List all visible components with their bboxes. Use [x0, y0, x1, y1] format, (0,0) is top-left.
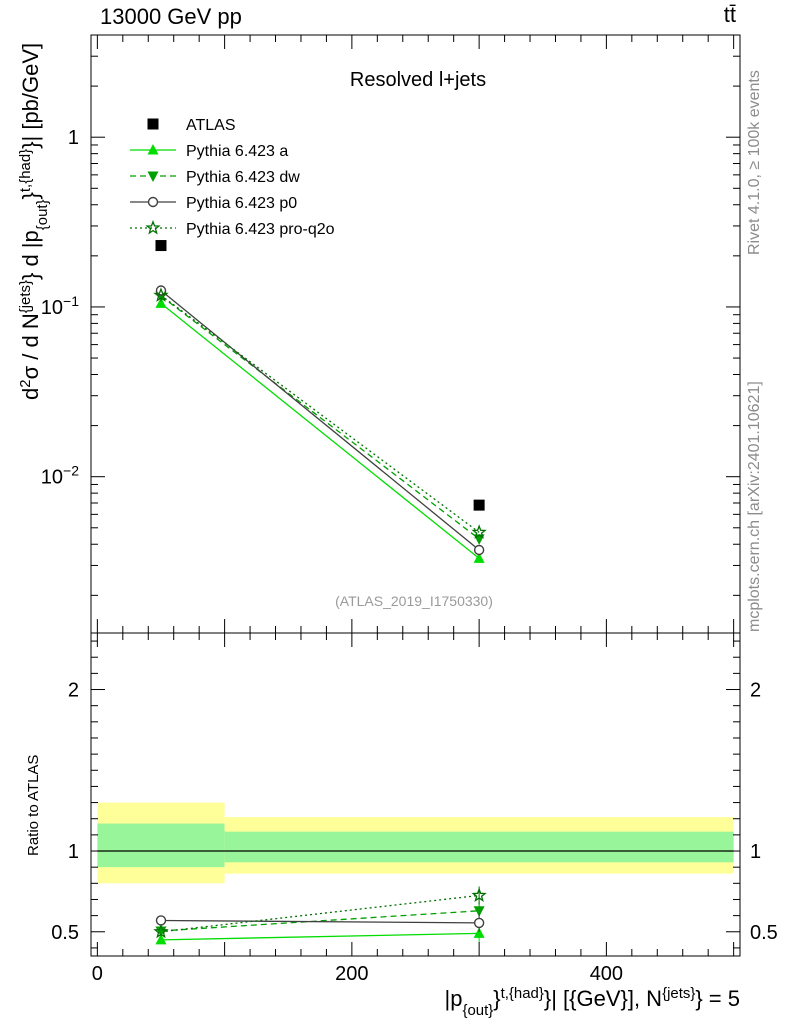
- main-ytick-label-1: 10−1: [41, 293, 79, 319]
- ratio-y-axis-label: Ratio to ATLAS: [25, 755, 42, 856]
- ratio-ytick-label-right-2: 2: [750, 680, 761, 702]
- main-point-4-1: [471, 524, 487, 539]
- ratio-line-1: [160, 910, 480, 932]
- main-series-lines: [160, 289, 480, 559]
- ratio-line-0: [160, 932, 480, 941]
- ratio-y-axis-label-text: Ratio to ATLAS: [25, 755, 42, 856]
- ratio-xtick-label-0: 0: [92, 963, 103, 985]
- main-line-3: [160, 289, 480, 551]
- ratio-series-lines: [160, 894, 480, 941]
- ratio-xtick-label-1: 200: [335, 963, 368, 985]
- energy-label: 13000 GeV pp: [100, 4, 242, 29]
- main-line-2: [160, 295, 480, 540]
- legend-label-2: Pythia 6.423 dw: [186, 169, 300, 186]
- ratio-axes: 0.5 0.5 1 1 2 2 0 200 400 Ratio to ATLAS |p{out}}t…: [25, 632, 778, 1019]
- analysis-watermark: (ATLAS_2019_I1750330): [335, 593, 493, 609]
- main-ytick-label-2: 10−2: [41, 463, 79, 489]
- main-y-axis-label-text: d2σ / d N{jets}} d |p{out}}t,{had}}| [pb…: [17, 43, 51, 400]
- main-ytick-label-0: 1: [68, 127, 79, 149]
- main-axes: Resolved l+jets (ATLAS_2019_I1750330) 1 10−…: [17, 34, 740, 633]
- source-note: mcplots.cern.ch [arXiv:2401.10621]: [746, 381, 763, 632]
- ratio-ytick-label-left-0: 0.5: [51, 922, 79, 944]
- legend-marker-1: [147, 144, 159, 155]
- ratio-point-1-1: [473, 906, 485, 917]
- legend-marker-3: [147, 196, 159, 208]
- legend-label-3: Pythia 6.423 p0: [186, 195, 297, 212]
- plot-title: Resolved l+jets: [350, 69, 486, 91]
- legend-marker-0: [147, 118, 159, 130]
- rivet-version-note: Rivet 4.1.0, ≥ 100k events: [746, 70, 763, 255]
- legend-marker-4: [145, 219, 161, 235]
- ratio-band-inner-1: [224, 831, 734, 863]
- main-point-3-1: [473, 544, 485, 556]
- ratio-ytick-label-left-2: 2: [68, 680, 79, 702]
- ratio-point-3-1: [471, 887, 487, 902]
- ratio-xtick-label-2: 400: [590, 963, 623, 985]
- legend-marker-2: [147, 171, 159, 182]
- ratio-ytick-label-right-0: 0.5: [750, 922, 778, 944]
- ratio-frame: [90, 632, 741, 957]
- ratio-bands: [97, 802, 734, 884]
- main-line-4: [160, 294, 480, 533]
- main-line-1: [160, 302, 480, 559]
- main-point-0-1: [473, 499, 485, 511]
- ratio-series-markers: [153, 886, 487, 945]
- legend-label-0: ATLAS: [186, 117, 236, 134]
- main-y-axis-label: d2σ / d N{jets}} d |p{out}}t,{had}}| [pb…: [17, 43, 51, 400]
- ratio-ytick-label-right-1: 1: [750, 841, 761, 863]
- ratio-point-0-0: [155, 933, 167, 945]
- ratio-line-2: [160, 919, 480, 924]
- x-axis-label: |p{out}}t,{had}}| [{GeV}], N{jets}} = 5: [445, 985, 741, 1019]
- main-series-markers: [153, 240, 487, 563]
- main-point-4-0: [153, 287, 169, 302]
- legend: ATLAS Pythia 6.423 a Pythia 6.423 dw Pythia…: [130, 117, 335, 238]
- main-point-0-0: [155, 240, 167, 252]
- main-point-1-0: [155, 297, 167, 308]
- ratio-ytick-label-left-1: 1: [68, 841, 79, 863]
- ratio-band-inner-0: [97, 823, 225, 868]
- legend-label-1: Pythia 6.423 a: [186, 143, 288, 160]
- ratio-point-0-1: [473, 927, 485, 938]
- ratio-line-3: [160, 894, 480, 933]
- ratio-point-2-0: [155, 915, 167, 926]
- process-label: tt̄: [723, 2, 736, 27]
- ratio-point-2-1: [473, 917, 485, 929]
- main-point-1-1: [473, 552, 485, 563]
- ratio-point-3-0: [153, 923, 169, 939]
- legend-label-4: Pythia 6.423 pro-q2o: [186, 221, 335, 238]
